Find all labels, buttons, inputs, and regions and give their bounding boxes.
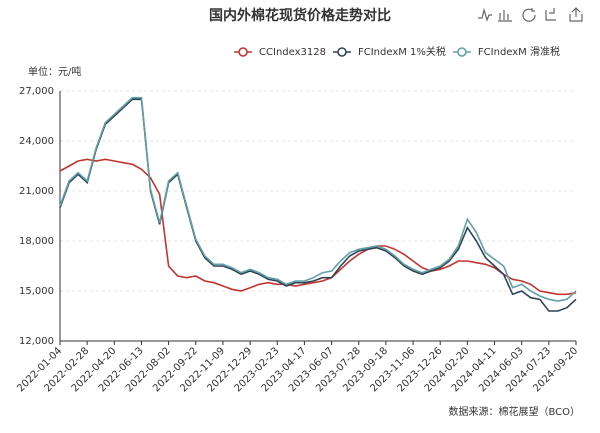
series-line [59, 96, 577, 302]
tool-bar[interactable] [498, 10, 512, 22]
tool-line[interactable] [478, 7, 492, 22]
legend: FCIndexM 滑准税 FCIndexM 1%关税 CCIndex3128 [234, 45, 560, 58]
series-line [59, 98, 577, 312]
y-tick-label: 24,000 [19, 136, 54, 147]
legend-icon [457, 47, 467, 57]
y-tick-label: 15,000 [19, 286, 54, 297]
y-axis-label: 单位：元/吨 [28, 65, 81, 78]
legend-icon [238, 47, 248, 57]
y-tick-label: 27,000 [19, 86, 54, 97]
tool-restore[interactable] [522, 8, 536, 22]
legend-label: CCIndex3128 [259, 47, 326, 58]
y-tick-label: 12,000 [19, 336, 54, 347]
legend-label: FCIndexM 1%关税 [358, 45, 446, 58]
y-tick-label: 18,000 [19, 236, 54, 247]
y-tick-label: 21,000 [19, 186, 54, 197]
tool-save[interactable] [569, 7, 583, 22]
source-note: 数据来源：棉花展望（BCO） [448, 405, 580, 418]
legend-label: FCIndexM 滑准税 [478, 45, 560, 58]
legend-icon [337, 47, 347, 57]
tool-zoom[interactable] [545, 8, 556, 21]
toolbox[interactable] [478, 7, 583, 22]
chart-title: 国内外棉花现货价格走势对比 [209, 7, 391, 24]
series-line [59, 158, 577, 296]
